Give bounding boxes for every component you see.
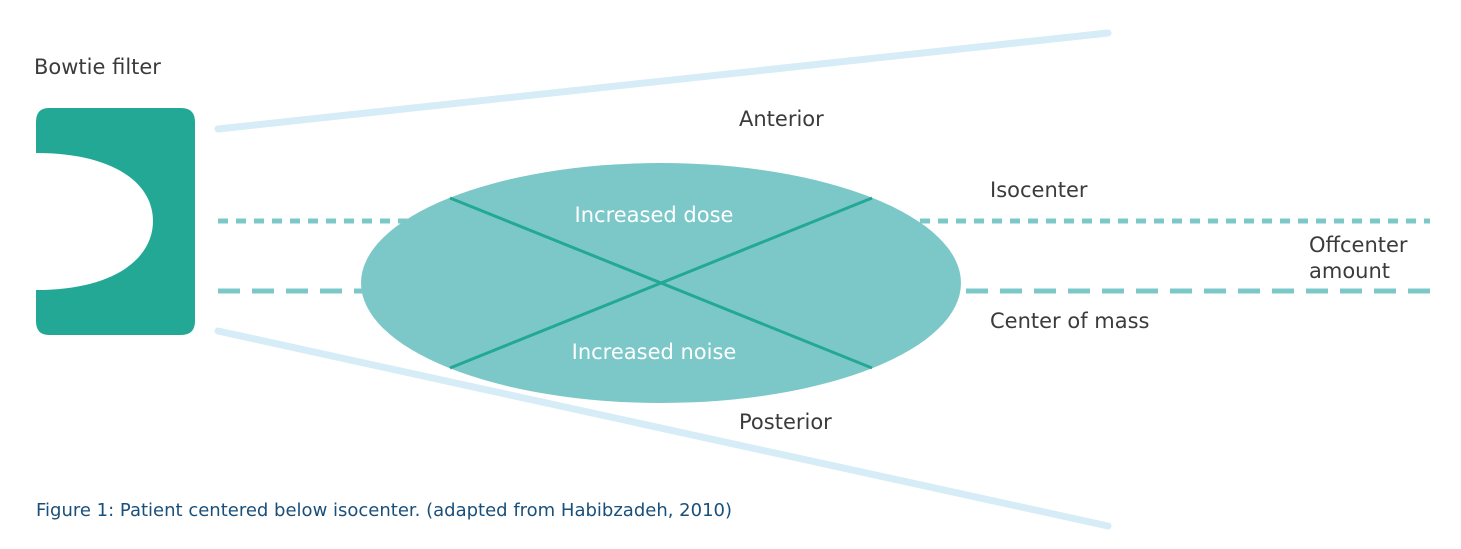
increased-noise-label: Increased noise xyxy=(572,340,737,364)
posterior-label: Posterior xyxy=(739,410,832,434)
offcenter-label-line1: Offcenter xyxy=(1309,233,1408,257)
beam-lower-edge xyxy=(214,327,1112,530)
increased-dose-label: Increased dose xyxy=(575,203,734,227)
beam-upper-edge xyxy=(214,29,1112,133)
bowtie-filter-shape xyxy=(36,108,195,335)
cross-line-b xyxy=(449,196,873,370)
offcenter-label-line2: amount xyxy=(1309,259,1390,283)
anterior-label: Anterior xyxy=(739,107,824,131)
bowtie-filter-label: Bowtie filter xyxy=(34,55,161,79)
center-of-mass-label: Center of mass xyxy=(990,309,1149,333)
figure-caption: Figure 1: Patient centered below isocent… xyxy=(36,500,732,521)
isocenter-label: Isocenter xyxy=(990,178,1088,202)
